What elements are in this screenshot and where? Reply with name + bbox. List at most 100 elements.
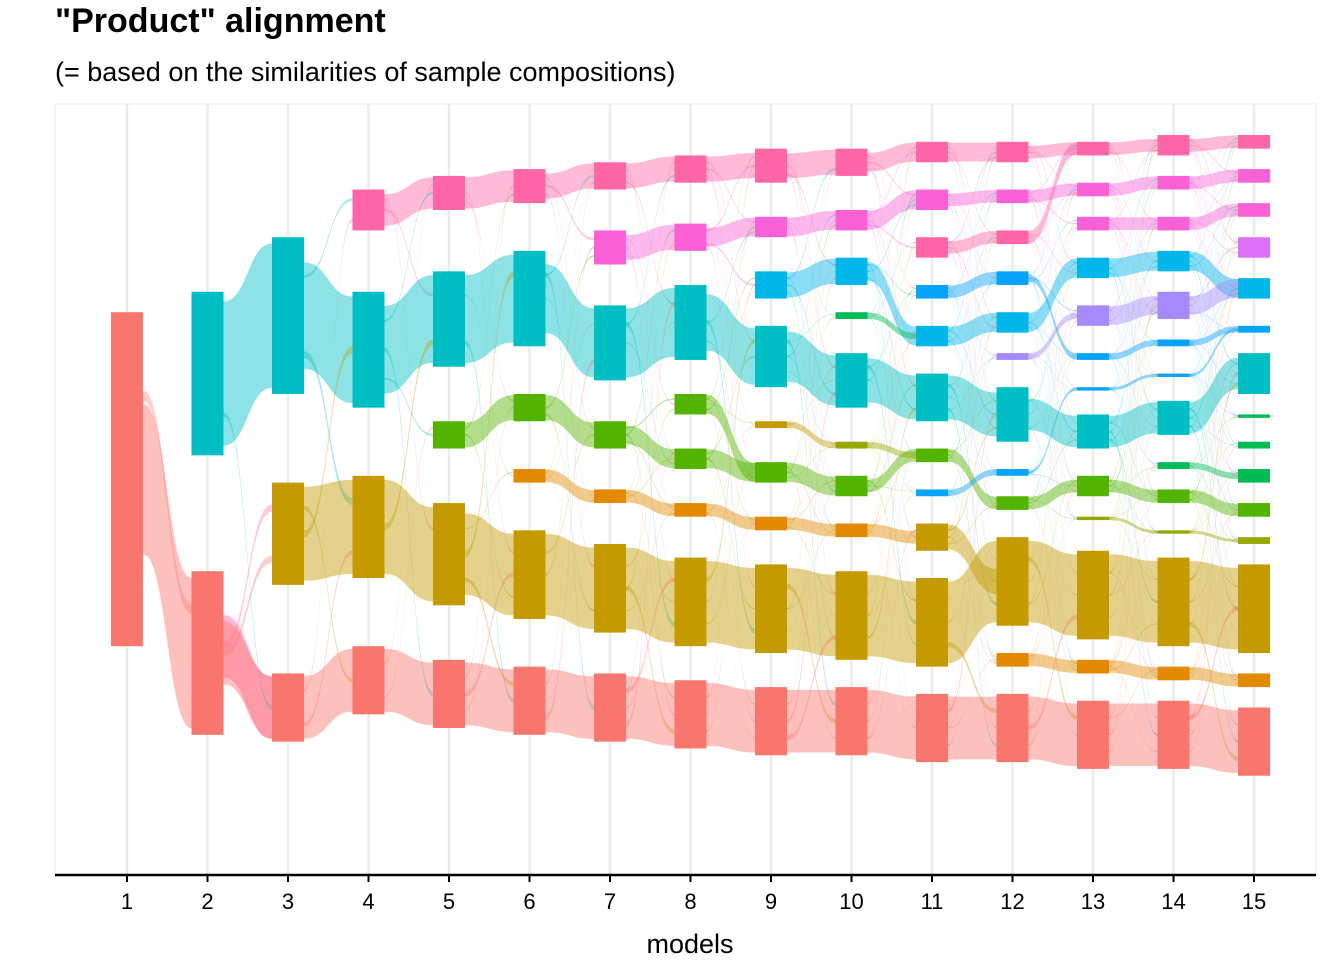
- flow-ribbon: [626, 321, 675, 627]
- flow-ribbon: [867, 407, 916, 640]
- flow-ribbon: [1109, 217, 1158, 230]
- node-bar: [1077, 257, 1109, 279]
- flow-ribbon: [867, 214, 916, 456]
- flow-ribbon: [948, 233, 997, 460]
- flow-ribbon: [1109, 344, 1158, 671]
- node-bar: [272, 482, 304, 585]
- node-bar: [755, 148, 787, 183]
- x-tick-label: 6: [523, 889, 535, 914]
- flow-ribbon: [867, 330, 916, 722]
- node-bar: [1157, 175, 1190, 190]
- flow-ribbon: [1189, 206, 1238, 501]
- flow-ribbon: [1028, 398, 1077, 448]
- flow-ribbon: [1028, 499, 1077, 520]
- flow-ribbon: [545, 168, 594, 473]
- flow-ribbon: [948, 696, 997, 760]
- flow-ribbon: [304, 218, 353, 692]
- flow-ribbon: [1028, 439, 1077, 504]
- node-bar: [1077, 141, 1109, 156]
- node-bar: [594, 489, 626, 504]
- flow-ribbon: [1028, 189, 1077, 661]
- flow-ribbon: [1189, 292, 1238, 603]
- node-bar: [1238, 564, 1270, 654]
- flow-ribbon: [1109, 463, 1158, 753]
- flow-ribbon: [626, 243, 675, 590]
- node-bar: [1077, 700, 1109, 769]
- flow-ribbon: [948, 240, 997, 545]
- flow-ribbon: [867, 241, 916, 739]
- flow-ribbon: [787, 271, 836, 427]
- x-tick-label: 8: [684, 889, 696, 914]
- flow-ribbon: [948, 397, 997, 475]
- node-bar: [1077, 550, 1109, 640]
- flow-ribbon: [948, 156, 997, 244]
- flow-ribbon: [867, 156, 916, 444]
- flow-ribbon: [948, 494, 997, 729]
- node-bar: [1077, 182, 1109, 197]
- flow-ribbon: [626, 433, 675, 699]
- flow-ribbon: [1189, 375, 1238, 540]
- flow-ribbon: [1109, 298, 1158, 390]
- chart-title: "Product" alignment: [55, 2, 386, 40]
- node-bar: [272, 673, 304, 742]
- flow-ribbon: [867, 264, 916, 296]
- flow-ribbon: [1028, 236, 1077, 441]
- flow-ribbon: [867, 161, 916, 196]
- flow-ribbon: [706, 277, 755, 411]
- flow-ribbon: [867, 252, 916, 448]
- flow-ribbon: [948, 199, 997, 398]
- flow-ribbon: [1028, 151, 1077, 356]
- flow-ribbon: [1109, 340, 1158, 520]
- flow-ribbon: [384, 479, 433, 602]
- node-bar: [996, 230, 1029, 245]
- x-tick-label: 1: [121, 889, 133, 914]
- flow-ribbon: [1189, 462, 1238, 479]
- flow-ribbon: [1028, 142, 1077, 244]
- flow-ribbon: [787, 283, 836, 395]
- flow-ribbon: [1109, 422, 1158, 497]
- flow-ribbon: [948, 490, 997, 582]
- flow-ribbon: [1109, 356, 1158, 427]
- flow-ribbon: [1028, 540, 1077, 636]
- flow-ribbon: [626, 458, 675, 497]
- node-bar: [996, 353, 1029, 360]
- flow-ribbon: [1189, 255, 1238, 365]
- flow-ribbon: [787, 689, 836, 753]
- node-bar: [352, 291, 385, 408]
- flow-ribbon: [948, 469, 997, 496]
- flow-ribbon: [787, 172, 836, 595]
- flow-ribbon: [1109, 499, 1158, 664]
- flow-ribbon: [1109, 179, 1158, 519]
- flow-ribbon: [1028, 156, 1077, 356]
- flow-ribbon: [948, 330, 997, 416]
- flow-ribbon: [1189, 416, 1238, 466]
- flow-ribbon: [1189, 144, 1238, 416]
- flow-ribbon: [1109, 185, 1158, 497]
- node-bar: [1157, 557, 1190, 647]
- node-bar: [835, 687, 868, 756]
- flow-ribbon: [948, 230, 997, 254]
- flow-ribbon: [1189, 265, 1238, 444]
- flow-ribbon: [545, 181, 594, 685]
- flow-ribbon: [1109, 373, 1158, 391]
- flow-ribbon: [867, 454, 916, 528]
- flow-ribbon: [706, 394, 755, 482]
- flow-ribbon: [1028, 262, 1077, 402]
- flow-ribbon: [465, 513, 514, 616]
- flow-ribbon: [1028, 226, 1077, 746]
- flow-ribbon: [1109, 311, 1158, 487]
- flow-ribbon: [787, 584, 836, 724]
- flow-ribbon: [787, 168, 836, 280]
- flow-ribbon: [1189, 499, 1238, 726]
- flow-ribbon: [626, 287, 675, 378]
- flow-ribbon: [1028, 274, 1077, 389]
- flow-ribbon: [1028, 233, 1077, 274]
- flow-ribbon: [1189, 287, 1238, 736]
- node-bar: [996, 271, 1029, 285]
- flow-ribbon: [1109, 387, 1158, 671]
- node-bar: [835, 571, 868, 660]
- flow-ribbon: [787, 371, 836, 444]
- node-bar: [996, 468, 1029, 476]
- flow-ribbon: [1189, 172, 1238, 376]
- flow-ribbon: [948, 354, 997, 645]
